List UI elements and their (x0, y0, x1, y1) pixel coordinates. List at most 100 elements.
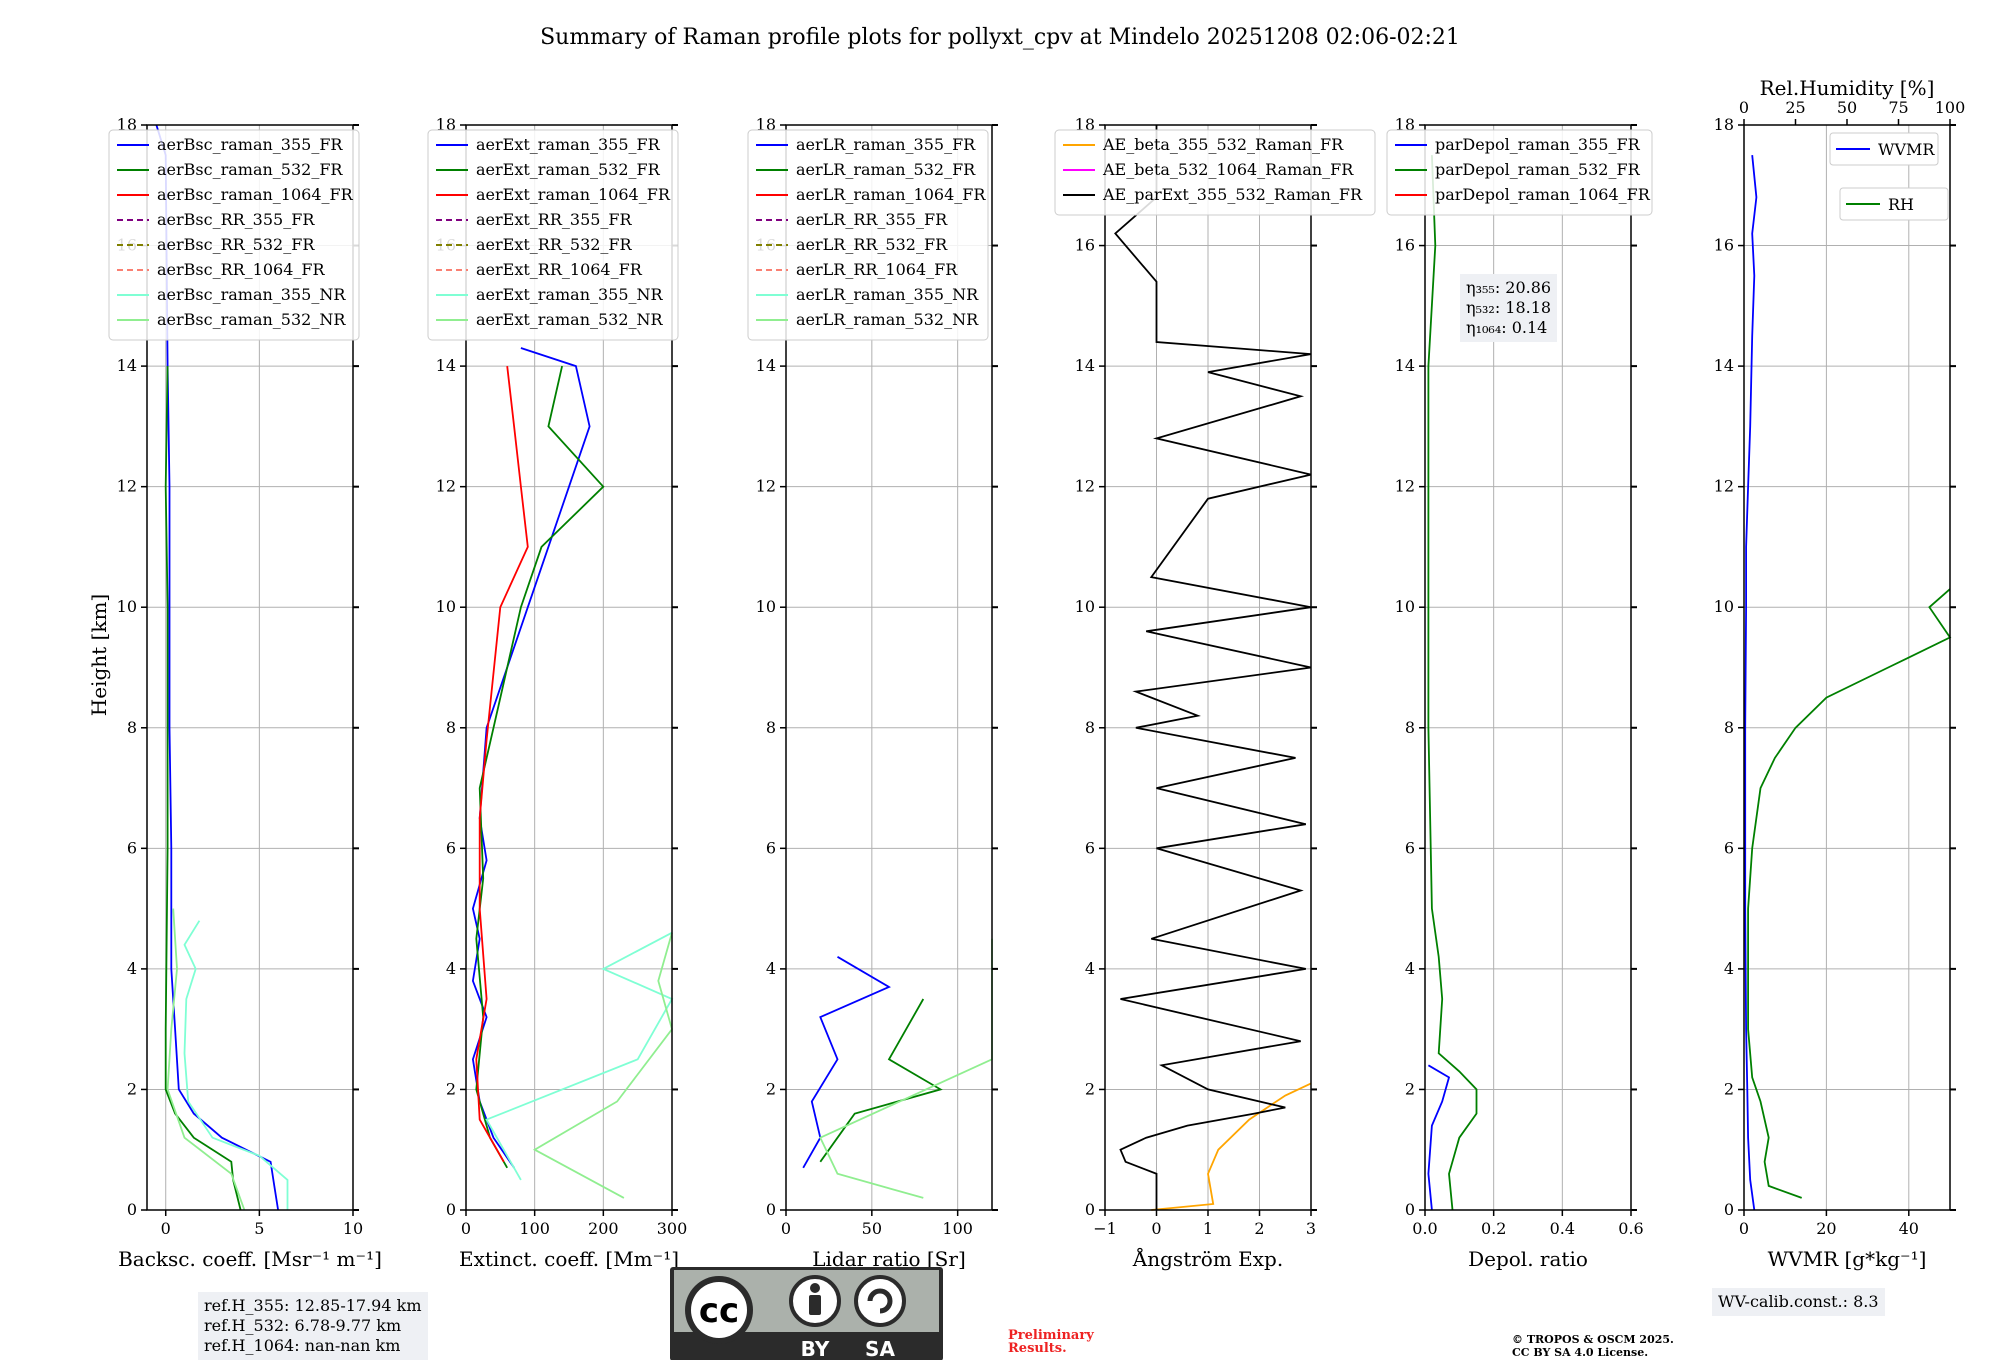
ref-height-box: ref.H_355: 12.85-17.94 km ref.H_532: 6.7… (198, 1292, 428, 1360)
copyright-note: © TROPOS & OSCM 2025. CC BY SA 4.0 Licen… (1512, 1333, 1674, 1359)
x-axis-label: Depol. ratio (1468, 1247, 1588, 1271)
x-tick-label: 0.0 (1412, 1219, 1437, 1238)
y-tick-label: 18 (1075, 115, 1095, 134)
legend-entry: RH (1888, 195, 1914, 214)
y-tick-label: 4 (1724, 959, 1734, 978)
y-tick-label: 2 (1085, 1079, 1095, 1098)
y-tick-label: 16 (1395, 236, 1415, 255)
legend-entry: aerExt_RR_355_FR (476, 210, 633, 229)
y-tick-label: 12 (436, 477, 456, 496)
y-tick-label: 0 (1724, 1200, 1734, 1219)
legend-entry: aerLR_RR_532_FR (796, 235, 948, 254)
x-tick-label: 100 (519, 1219, 550, 1238)
x2-tick-label: 100 (1935, 98, 1966, 117)
y-tick-label: 4 (446, 959, 456, 978)
legend-entry: aerBsc_raman_355_NR (157, 285, 346, 304)
preliminary-line-2: Results. (1008, 1341, 1067, 1356)
legend-entry: aerLR_RR_1064_FR (796, 260, 958, 279)
x2-tick-label: 50 (1837, 98, 1857, 117)
y-tick-label: 14 (1075, 356, 1095, 375)
legend-box (108, 129, 360, 341)
y-tick-label: 10 (1395, 597, 1415, 616)
y-tick-label: 8 (127, 718, 137, 737)
y-tick-label: 12 (1714, 477, 1734, 496)
y-tick-label: 10 (756, 597, 776, 616)
y-tick-label: 4 (1085, 959, 1095, 978)
x-tick-label: 0.2 (1481, 1219, 1506, 1238)
ref-height-355: ref.H_355: 12.85-17.94 km (204, 1296, 422, 1315)
y-tick-label: 2 (766, 1079, 776, 1098)
legend-entry: aerLR_raman_532_FR (796, 160, 976, 179)
y-tick-label: 2 (127, 1079, 137, 1098)
y-tick-label: 0 (127, 1200, 137, 1219)
legend-entry: aerExt_raman_532_FR (476, 160, 661, 179)
sa-label: SA (865, 1337, 895, 1360)
plot-frame (785, 124, 993, 1211)
x2-tick-label: 25 (1785, 98, 1805, 117)
y-tick-label: 10 (1714, 597, 1734, 616)
y-tick-label: 14 (756, 356, 776, 375)
x-tick-label: 50 (862, 1219, 882, 1238)
y-tick-label: 2 (1405, 1079, 1415, 1098)
legend-box (427, 129, 679, 341)
y-tick-label: 12 (1075, 477, 1095, 496)
legend-entry: aerBsc_raman_532_FR (157, 160, 343, 179)
series-line-aerExt_raman_1064_FR (475, 365, 529, 1163)
x-tick-label: 0.6 (1618, 1219, 1643, 1238)
y-tick-label: 16 (1714, 236, 1734, 255)
y-tick-label: 0 (1405, 1200, 1415, 1219)
x-tick-label: 200 (588, 1219, 619, 1238)
x-tick-label: 0 (461, 1219, 471, 1238)
x-axis-label: Ångström Exp. (1132, 1246, 1283, 1271)
series-line-parDepol_raman_355_FR (1427, 1064, 1451, 1211)
legend-entry: WVMR (1878, 140, 1935, 159)
legend-entry: aerLR_raman_355_NR (796, 285, 979, 304)
series-line-aerLR_raman_532_FR (819, 998, 943, 1163)
y-tick-label: 0 (446, 1200, 456, 1219)
panel-lidar_ratio: 024681012141618050100Lidar ratio [Sr]aer… (747, 115, 998, 1271)
legend-entry: AE_beta_532_1064_Raman_FR (1102, 160, 1354, 179)
x-tick-label: 0 (781, 1219, 791, 1238)
ref-height-1064: ref.H_1064: nan-nan km (204, 1336, 401, 1355)
series-line-aerExt_raman_532_FR (475, 365, 605, 1169)
x-tick-label: 0 (1739, 1219, 1749, 1238)
legend-entry: aerExt_raman_1064_FR (476, 185, 671, 204)
ref-height-532: ref.H_532: 6.78-9.77 km (204, 1316, 402, 1335)
x-tick-label: 10 (343, 1219, 363, 1238)
x-tick-label: 100 (942, 1219, 973, 1238)
legend-entry: aerLR_RR_355_FR (796, 210, 948, 229)
x2-tick-label: 75 (1888, 98, 1908, 117)
legend: WVMR (1829, 132, 1939, 166)
y-tick-label: 6 (1724, 838, 1734, 857)
y-tick-label: 8 (446, 718, 456, 737)
legend-entry: AE_parExt_355_532_Raman_FR (1102, 185, 1363, 204)
figure-title: Summary of Raman profile plots for polly… (540, 25, 1460, 50)
y-tick-label: 2 (446, 1079, 456, 1098)
y-tick-label: 0 (1085, 1200, 1095, 1219)
series-line-parDepol_raman_532_FR (1427, 155, 1478, 1211)
y-tick-label: 14 (117, 356, 137, 375)
legend-box (1839, 187, 1949, 221)
y-tick-label: 18 (117, 115, 137, 134)
legend-entry: parDepol_raman_532_FR (1435, 160, 1641, 179)
legend-entry: aerBsc_RR_532_FR (157, 235, 315, 254)
eta-355: η₃₅₅: 20.86 (1466, 278, 1552, 297)
y-tick-label: 4 (1405, 959, 1415, 978)
by-label: BY (801, 1337, 830, 1360)
legend-entry: aerBsc_RR_355_FR (157, 210, 315, 229)
y-tick-label: 14 (1395, 356, 1415, 375)
cc-letters: cc (699, 1291, 739, 1331)
y-tick-label: 4 (127, 959, 137, 978)
x2-tick-label: 0 (1739, 98, 1749, 117)
series-line-aerExt_raman_355_FR (471, 347, 591, 1169)
y-tick-label: 6 (766, 838, 776, 857)
y-tick-label: 10 (117, 597, 137, 616)
y-tick-label: 14 (1714, 356, 1734, 375)
legend: aerBsc_raman_355_FR aerBsc_raman_532_FRae… (108, 129, 360, 341)
plot-frame (146, 124, 354, 1211)
legend-entry: aerExt_raman_355_FR (476, 135, 661, 154)
x2-axis-label: Rel.Humidity [%] (1760, 76, 1935, 100)
